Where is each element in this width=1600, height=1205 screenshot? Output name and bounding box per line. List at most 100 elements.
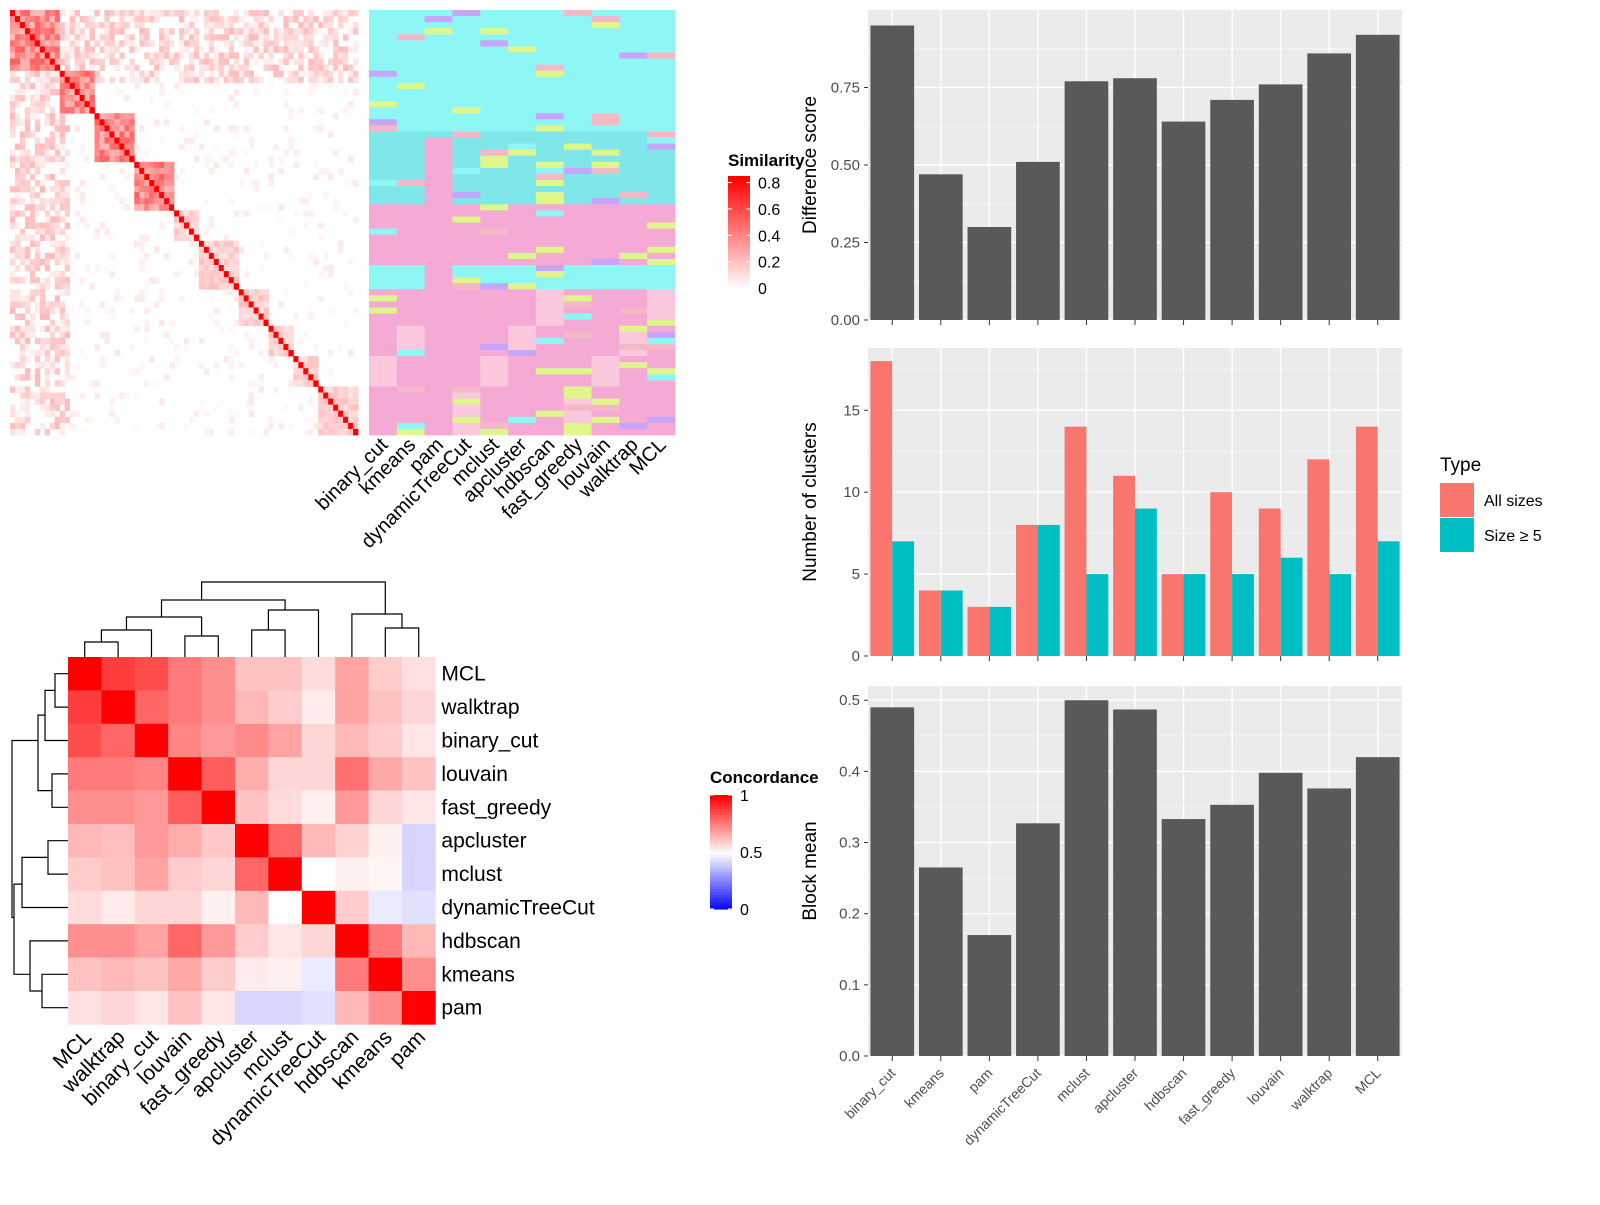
similarity-cell: [293, 374, 299, 381]
similarity-cell: [203, 222, 210, 229]
similarity-cell: [34, 362, 41, 369]
similarity-cell: [99, 64, 105, 72]
x-tick-label: MCL: [1352, 1065, 1384, 1097]
similarity-cell: [228, 64, 235, 72]
concordance-legend-swatch: [710, 817, 732, 822]
membership-cell: [563, 265, 592, 272]
concordance-legend-swatch: [710, 900, 732, 904]
similarity-cell: [333, 404, 339, 412]
similarity-cell: [323, 64, 329, 72]
similarity-cell: [19, 28, 26, 35]
bar: [1280, 557, 1303, 656]
similarity-cell: [79, 143, 85, 151]
similarity-cell: [293, 210, 299, 217]
similarity-cell: [129, 343, 135, 351]
similarity-cell: [164, 180, 170, 187]
membership-cell: [591, 173, 620, 181]
membership-cell: [424, 82, 453, 90]
similarity-cell: [64, 76, 71, 84]
dendrogram-branch: [251, 629, 286, 657]
similarity-cell: [109, 125, 115, 132]
similarity-cell: [174, 10, 180, 17]
similarity-cell: [129, 64, 135, 72]
similarity-cell: [64, 180, 71, 187]
membership-cell: [480, 10, 509, 17]
similarity-cell: [44, 64, 51, 72]
y-tick-label: 0.75: [831, 80, 860, 97]
similarity-cell: [228, 125, 235, 132]
membership-cell: [452, 319, 481, 327]
similarity-cell: [129, 76, 135, 84]
concordance-legend-label: 0.5: [740, 845, 762, 862]
membership-cell: [396, 76, 426, 84]
similarity-cell: [79, 82, 85, 90]
bar: [918, 174, 963, 320]
concordance-cell: [101, 790, 136, 825]
membership-cell: [647, 325, 676, 333]
similarity-cell: [233, 252, 240, 260]
similarity-cell: [238, 40, 245, 47]
membership-cell: [396, 52, 426, 59]
similarity-cell: [179, 125, 185, 132]
membership-cell: [424, 271, 453, 278]
membership-cell: [619, 246, 648, 254]
similarity-cell: [59, 380, 66, 387]
similarity-cell: [203, 258, 210, 266]
similarity-cell: [24, 356, 31, 363]
similarity-cell: [79, 107, 85, 114]
similarity-cell: [154, 119, 160, 126]
similarity-cell: [10, 362, 16, 369]
similarity-cell: [228, 76, 235, 84]
similarity-cell: [84, 265, 90, 272]
similarity-cell: [139, 70, 145, 78]
similarity-cell: [84, 222, 90, 229]
membership-cell: [508, 301, 537, 308]
membership-cell: [452, 428, 481, 436]
similarity-cell: [39, 228, 46, 236]
concordance-legend-swatch: [710, 800, 732, 805]
similarity-cell: [29, 210, 36, 217]
similarity-cell: [243, 331, 250, 339]
similarity-cell: [34, 95, 41, 102]
membership-cell: [563, 258, 592, 266]
similarity-cell: [54, 416, 61, 424]
membership-cell: [563, 228, 592, 236]
similarity-cell: [323, 265, 329, 272]
similarity-cell: [338, 392, 344, 399]
similarity-cell: [24, 28, 31, 35]
membership-cell: [563, 289, 592, 296]
concordance-legend-swatch: [710, 823, 732, 827]
similarity-cell: [109, 155, 115, 163]
similarity-cell: [159, 173, 165, 181]
membership-cell: [369, 88, 398, 96]
similarity-cell: [154, 380, 160, 387]
similarity-cell: [99, 113, 105, 120]
similarity-cell: [54, 46, 61, 53]
similarity-cell: [328, 416, 334, 424]
similarity-cell: [44, 34, 51, 41]
similarity-cell: [84, 319, 90, 327]
similarity-cell: [49, 82, 56, 90]
similarity-cell: [29, 101, 36, 108]
similarity-cell: [24, 386, 31, 393]
membership-cell: [452, 325, 481, 333]
similarity-cell: [283, 125, 289, 132]
similarity-cell: [74, 40, 80, 47]
similarity-cell: [308, 10, 314, 17]
similarity-cell: [323, 392, 329, 399]
similarity-cell: [313, 374, 319, 381]
similarity-cell: [59, 167, 66, 175]
membership-cell: [647, 125, 676, 132]
similarity-cell: [179, 40, 185, 47]
similarity-cell: [338, 76, 344, 84]
membership-cell: [508, 167, 537, 175]
membership-cell: [452, 216, 481, 223]
similarity-cell: [19, 180, 26, 187]
membership-cell: [647, 22, 676, 29]
membership-cell: [535, 368, 565, 375]
concordance-cell: [68, 657, 102, 691]
similarity-cell: [104, 155, 110, 163]
membership-cell: [508, 337, 537, 345]
membership-cell: [647, 392, 676, 399]
similarity-cell: [149, 70, 155, 78]
